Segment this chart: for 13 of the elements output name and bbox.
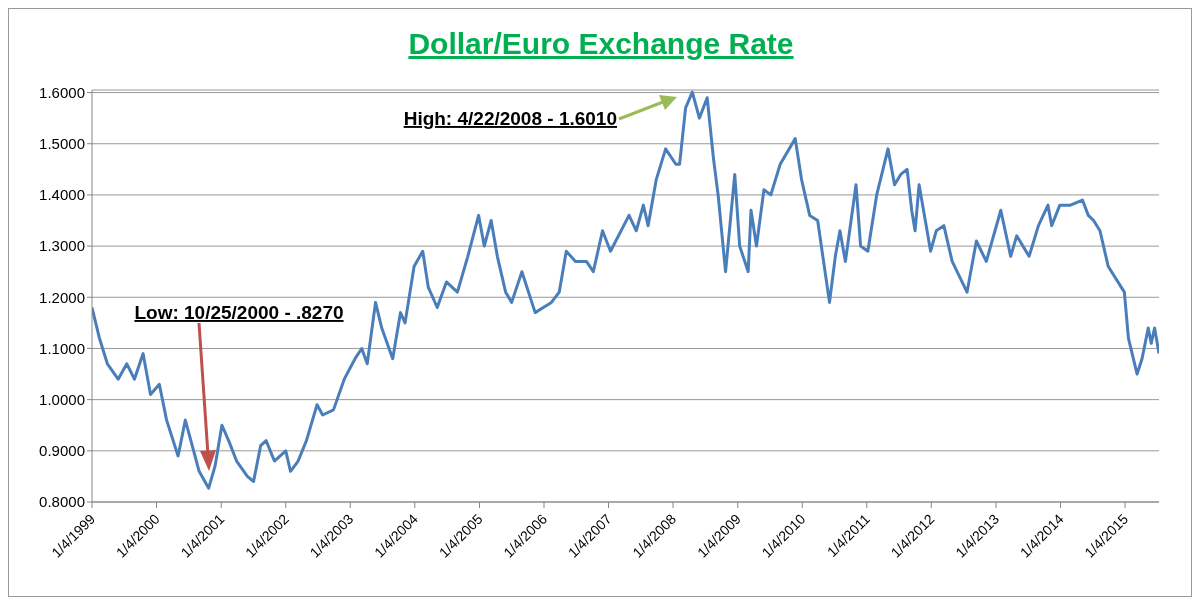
y-tick-label: 1.6000: [39, 83, 85, 101]
y-tick-label: 1.3000: [39, 237, 85, 255]
y-tick-label: 1.5000: [39, 135, 85, 153]
annotation: High: 4/22/2008 - 1.6010: [403, 108, 617, 129]
line-series: [92, 90, 1159, 490]
y-tick-label: 1.4000: [39, 186, 85, 204]
y-tick-label: 1.1000: [39, 339, 85, 357]
annotation: Low: 10/25/2000 - .8270: [134, 302, 344, 323]
y-tick-label: 0.8000: [39, 493, 85, 511]
y-tick-label: 1.0000: [39, 390, 85, 408]
chart-title: Dollar/Euro Exchange Rate: [407, 27, 795, 61]
y-tick-label: 1.2000: [39, 288, 85, 306]
y-tick-label: 0.9000: [39, 442, 85, 460]
